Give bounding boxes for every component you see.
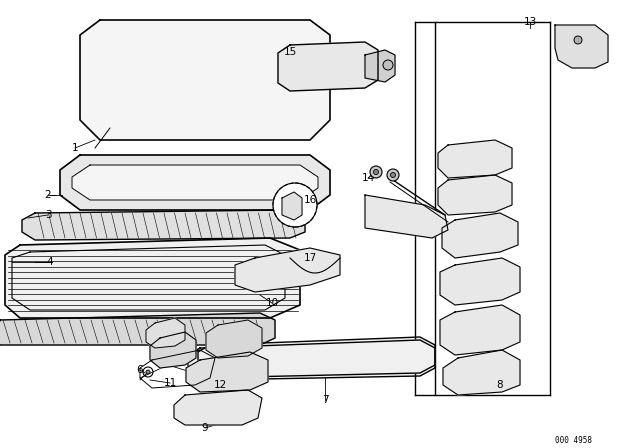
Polygon shape bbox=[146, 318, 185, 348]
Text: 1: 1 bbox=[72, 143, 78, 153]
Circle shape bbox=[273, 183, 317, 227]
Circle shape bbox=[374, 169, 378, 175]
Polygon shape bbox=[22, 210, 305, 240]
Polygon shape bbox=[365, 195, 448, 238]
Text: 14: 14 bbox=[362, 173, 374, 183]
Text: 6: 6 bbox=[137, 365, 143, 375]
Text: 2: 2 bbox=[45, 190, 51, 200]
Text: 000 4958: 000 4958 bbox=[555, 435, 592, 444]
Polygon shape bbox=[440, 258, 520, 305]
Polygon shape bbox=[60, 155, 330, 210]
Circle shape bbox=[387, 169, 399, 181]
Text: 15: 15 bbox=[284, 47, 296, 57]
Text: 3: 3 bbox=[45, 210, 51, 220]
Polygon shape bbox=[174, 390, 262, 425]
Polygon shape bbox=[206, 320, 262, 358]
Circle shape bbox=[146, 370, 150, 374]
Text: 7: 7 bbox=[322, 395, 328, 405]
Text: 11: 11 bbox=[163, 378, 177, 388]
Text: 5: 5 bbox=[172, 345, 179, 355]
Polygon shape bbox=[440, 305, 520, 355]
Polygon shape bbox=[443, 350, 520, 395]
Polygon shape bbox=[438, 140, 512, 178]
Circle shape bbox=[370, 166, 382, 178]
Polygon shape bbox=[72, 165, 318, 200]
Text: 17: 17 bbox=[303, 253, 317, 263]
Polygon shape bbox=[0, 313, 275, 345]
Polygon shape bbox=[442, 213, 518, 258]
Polygon shape bbox=[188, 340, 435, 378]
Text: 8: 8 bbox=[497, 380, 503, 390]
Circle shape bbox=[390, 172, 396, 177]
Polygon shape bbox=[80, 20, 330, 140]
Text: 12: 12 bbox=[213, 380, 227, 390]
Text: 13: 13 bbox=[524, 17, 536, 27]
Text: 4: 4 bbox=[47, 257, 53, 267]
Polygon shape bbox=[278, 42, 378, 91]
Circle shape bbox=[574, 36, 582, 44]
Polygon shape bbox=[150, 332, 196, 368]
Polygon shape bbox=[282, 192, 302, 220]
Polygon shape bbox=[198, 337, 435, 380]
Text: 19: 19 bbox=[161, 323, 175, 333]
Text: 16: 16 bbox=[303, 195, 317, 205]
Text: 10: 10 bbox=[266, 298, 278, 308]
Polygon shape bbox=[438, 175, 512, 215]
Polygon shape bbox=[365, 50, 395, 82]
Circle shape bbox=[383, 60, 393, 70]
Text: 18: 18 bbox=[221, 330, 235, 340]
Polygon shape bbox=[235, 248, 340, 292]
Polygon shape bbox=[555, 25, 608, 68]
Polygon shape bbox=[186, 352, 268, 392]
Polygon shape bbox=[5, 238, 300, 318]
Text: 9: 9 bbox=[202, 423, 208, 433]
